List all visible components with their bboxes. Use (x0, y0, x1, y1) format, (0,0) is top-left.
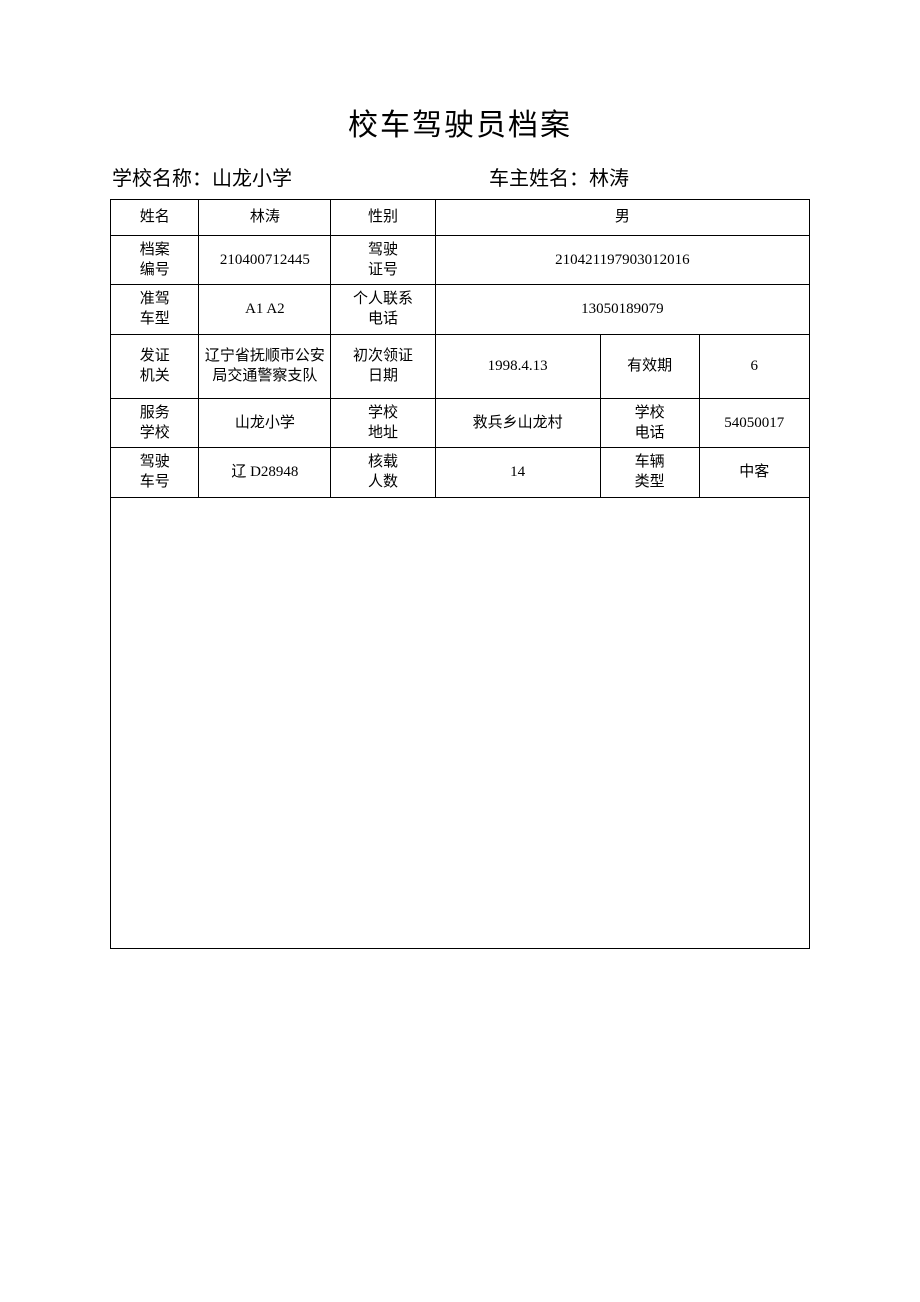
phone-value: 13050189079 (435, 285, 809, 335)
plate-value: 辽 D28948 (199, 448, 331, 498)
plate-label: 驾驶车号 (111, 448, 199, 498)
school-addr-value: 救兵乡山龙村 (435, 398, 600, 448)
table-row: 档案编号 210400712445 驾驶证号 21042119790301201… (111, 235, 809, 285)
owner-name-value: 林涛 (589, 168, 629, 190)
license-no-value: 210421197903012016 (435, 235, 809, 285)
first-issue-label: 初次领证日期 (331, 334, 435, 398)
phone-label: 个人联系电话 (331, 285, 435, 335)
school-name-value: 山龙小学 (212, 168, 292, 190)
school-addr-label: 学校地址 (331, 398, 435, 448)
form-box: 姓名 林涛 性别 男 档案编号 210400712445 驾驶证号 210421… (110, 199, 810, 949)
document-title: 校车驾驶员档案 (110, 100, 810, 144)
table-row: 驾驶车号 辽 D28948 核载人数 14 车辆类型 中客 (111, 448, 809, 498)
permit-type-label: 准驾车型 (111, 285, 199, 335)
table-row: 服务学校 山龙小学 学校地址 救兵乡山龙村 学校电话 54050017 (111, 398, 809, 448)
capacity-value: 14 (435, 448, 600, 498)
table-row: 发证机关 辽宁省抚顺市公安局交通警察支队 初次领证日期 1998.4.13 有效… (111, 334, 809, 398)
issuer-value: 辽宁省抚顺市公安局交通警察支队 (199, 334, 331, 398)
service-school-value: 山龙小学 (199, 398, 331, 448)
vehicle-type-label: 车辆类型 (600, 448, 699, 498)
owner-name-field: 车主姓名：林涛 (431, 162, 808, 191)
school-phone-label: 学校电话 (600, 398, 699, 448)
permit-type-value: A1 A2 (199, 285, 331, 335)
file-no-value: 210400712445 (199, 235, 331, 285)
vehicle-type-value: 中客 (699, 448, 809, 498)
issuer-label: 发证机关 (111, 334, 199, 398)
table-row: 准驾车型 A1 A2 个人联系电话 13050189079 (111, 285, 809, 335)
gender-label: 性别 (331, 200, 435, 235)
table-row: 姓名 林涛 性别 男 (111, 200, 809, 235)
capacity-label: 核载人数 (331, 448, 435, 498)
name-value: 林涛 (199, 200, 331, 235)
driver-table: 姓名 林涛 性别 男 档案编号 210400712445 驾驶证号 210421… (111, 200, 809, 498)
first-issue-value: 1998.4.13 (435, 334, 600, 398)
header-line: 学校名称：山龙小学 车主姓名：林涛 (110, 162, 810, 191)
school-phone-value: 54050017 (699, 398, 809, 448)
validity-value: 6 (699, 334, 809, 398)
name-label: 姓名 (111, 200, 199, 235)
school-name-label: 学校名称： (112, 168, 212, 190)
service-school-label: 服务学校 (111, 398, 199, 448)
school-name-field: 学校名称：山龙小学 (112, 162, 431, 191)
license-no-label: 驾驶证号 (331, 235, 435, 285)
gender-value: 男 (435, 200, 809, 235)
file-no-label: 档案编号 (111, 235, 199, 285)
owner-name-label: 车主姓名： (489, 168, 589, 190)
validity-label: 有效期 (600, 334, 699, 398)
